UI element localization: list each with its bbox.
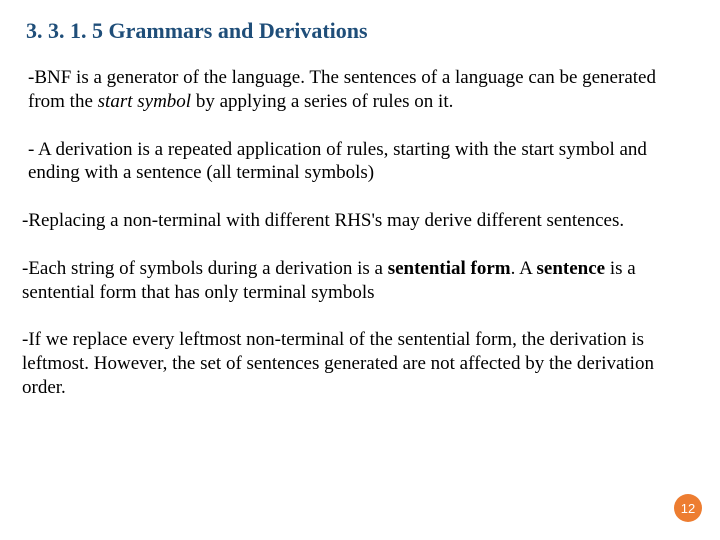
slide-container: 3. 3. 1. 5 Grammars and Derivations -BNF…: [0, 0, 720, 540]
page-number-badge: 12: [674, 494, 702, 522]
paragraph-5: -If we replace every leftmost non-termin…: [22, 328, 698, 399]
slide-heading: 3. 3. 1. 5 Grammars and Derivations: [26, 18, 698, 44]
p1-italic-start-symbol: start symbol: [98, 91, 191, 112]
p4-text-b: . A: [511, 258, 537, 279]
p4-bold-sentence: sentence: [537, 258, 606, 279]
paragraph-2: - A derivation is a repeated application…: [28, 138, 694, 186]
paragraph-3: -Replacing a non-terminal with different…: [22, 209, 698, 233]
paragraph-1: -BNF is a generator of the language. The…: [28, 66, 694, 114]
p4-text-a: -Each string of symbols during a derivat…: [22, 258, 388, 279]
p4-bold-sentential-form: sentential form: [388, 258, 511, 279]
p1-text-b: by applying a series of rules on it.: [191, 91, 453, 112]
paragraph-4: -Each string of symbols during a derivat…: [22, 257, 698, 305]
